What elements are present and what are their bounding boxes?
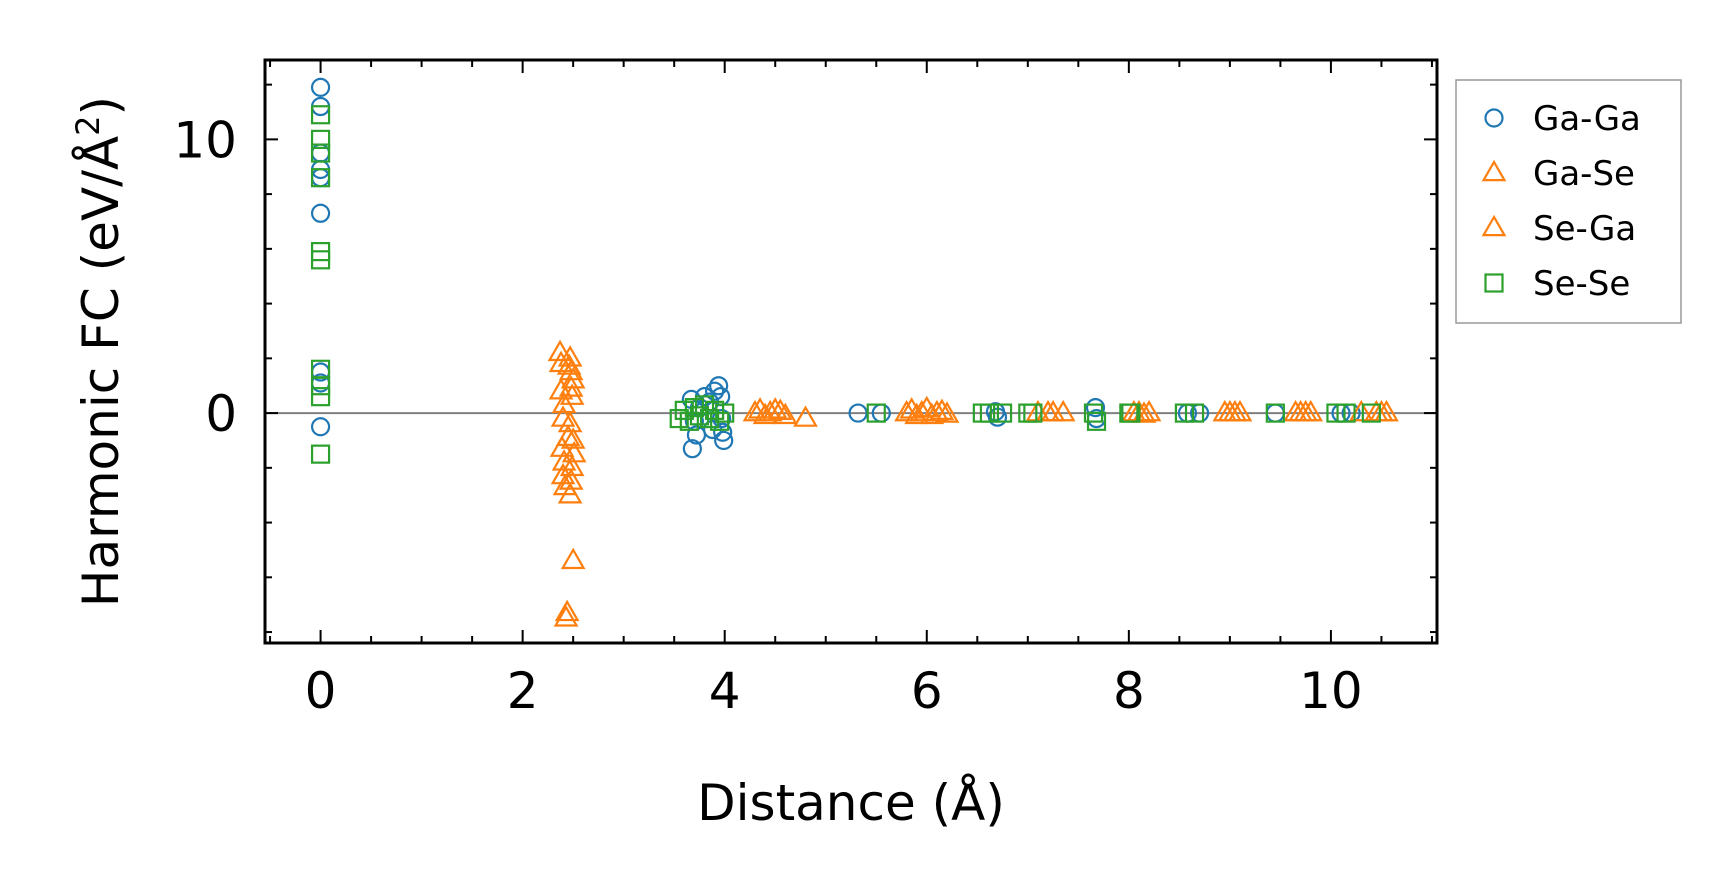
data-point <box>557 481 583 504</box>
x-tick-label: 2 <box>507 662 539 720</box>
data-points <box>310 77 1399 627</box>
data-point <box>674 400 694 420</box>
legend: Ga-Ga Ga-Se Se-Ga Se-Se <box>1455 79 1682 324</box>
legend-item: Ga-Se <box>1481 154 1635 194</box>
y-axis-label: Harmonic FC (eV/Å2) <box>69 96 130 607</box>
data-point <box>1336 403 1356 423</box>
data-point <box>694 395 715 415</box>
data-point <box>679 411 699 431</box>
y-axis-label-close: ) <box>72 96 130 116</box>
data-point <box>992 403 1013 423</box>
series-ga-se <box>547 339 1399 627</box>
data-point <box>559 454 585 477</box>
data-point <box>1040 399 1066 422</box>
data-point <box>310 387 331 407</box>
data-point <box>310 417 331 437</box>
data-point <box>560 427 586 449</box>
data-point <box>715 403 735 423</box>
data-point <box>848 403 868 423</box>
data-point <box>556 353 582 375</box>
data-point <box>560 547 586 570</box>
data-point <box>1121 403 1141 423</box>
data-point <box>1086 411 1107 431</box>
legend-label: Ga-Ga <box>1533 99 1641 139</box>
x-tick-label: 0 <box>305 662 337 720</box>
legend-item: Se-Ga <box>1481 209 1636 249</box>
data-point <box>762 397 788 419</box>
series-se-ga <box>548 353 1394 446</box>
data-point <box>1023 403 1043 423</box>
x-tick-label: 10 <box>1299 662 1363 720</box>
data-point <box>310 129 331 149</box>
data-point <box>1369 399 1394 422</box>
data-point <box>1361 403 1381 423</box>
data-point <box>914 395 940 418</box>
data-point <box>767 398 793 420</box>
data-point <box>310 250 331 270</box>
data-point <box>558 468 584 490</box>
legend-marker <box>1481 214 1507 237</box>
data-point <box>705 400 725 420</box>
data-point <box>1326 403 1346 423</box>
y-tick-label: 10 <box>173 111 237 169</box>
legend-label: Se-Se <box>1533 264 1630 304</box>
y-axis-label-superscript: 2 <box>69 115 107 135</box>
data-point <box>709 376 729 396</box>
data-point <box>310 376 331 396</box>
data-point <box>934 401 960 423</box>
x-tick-label: 8 <box>1113 662 1145 720</box>
data-point <box>547 339 573 362</box>
data-point <box>705 381 725 401</box>
data-point <box>714 430 734 451</box>
data-point <box>310 77 331 97</box>
plot-frame <box>263 58 1439 645</box>
y-axis-label-main: Harmonic FC (eV/Å <box>72 136 130 607</box>
data-point <box>310 143 331 163</box>
legend-label: Se-Ga <box>1533 209 1636 249</box>
data-point <box>682 439 702 459</box>
data-point <box>772 402 798 425</box>
data-point <box>866 403 886 423</box>
series-ga-ga <box>310 77 1361 459</box>
legend-label: Ga-Se <box>1533 154 1635 194</box>
data-point <box>1293 399 1319 422</box>
legend-item: Ga-Ga <box>1484 99 1641 139</box>
legend-frame <box>1455 79 1682 324</box>
legend-marker <box>1484 273 1504 293</box>
x-tick-label: 6 <box>911 662 943 720</box>
data-point <box>1222 399 1248 422</box>
x-tick-label: 4 <box>709 662 741 720</box>
legend-marker <box>1481 159 1507 182</box>
data-point <box>904 402 930 425</box>
series-se-se <box>310 105 1381 464</box>
data-point <box>1265 403 1285 423</box>
data-point <box>553 605 579 627</box>
data-point <box>929 398 955 420</box>
x-axis-label: Distance (Å) <box>697 774 1005 832</box>
data-point <box>555 424 581 446</box>
data-point <box>310 105 331 125</box>
data-point <box>713 422 733 442</box>
data-point <box>979 403 1000 423</box>
data-point <box>310 203 331 223</box>
data-point <box>752 402 778 425</box>
ticks-layer: 0 2 4 6 8 10 0 10 <box>173 60 1437 720</box>
data-point <box>1085 398 1106 418</box>
data-point <box>689 406 710 426</box>
data-point <box>310 168 331 188</box>
legend-marker <box>1484 108 1504 128</box>
data-point <box>554 599 580 622</box>
y-tick-label: 0 <box>205 385 237 443</box>
data-point <box>1174 403 1195 423</box>
data-point <box>310 444 331 464</box>
data-point <box>1184 403 1205 423</box>
legend-item: Se-Se <box>1484 264 1630 304</box>
data-point <box>551 391 577 414</box>
data-point <box>559 383 585 405</box>
data-point <box>557 345 583 367</box>
data-point <box>1025 399 1051 422</box>
data-point <box>1348 399 1374 422</box>
data-point <box>793 405 818 427</box>
